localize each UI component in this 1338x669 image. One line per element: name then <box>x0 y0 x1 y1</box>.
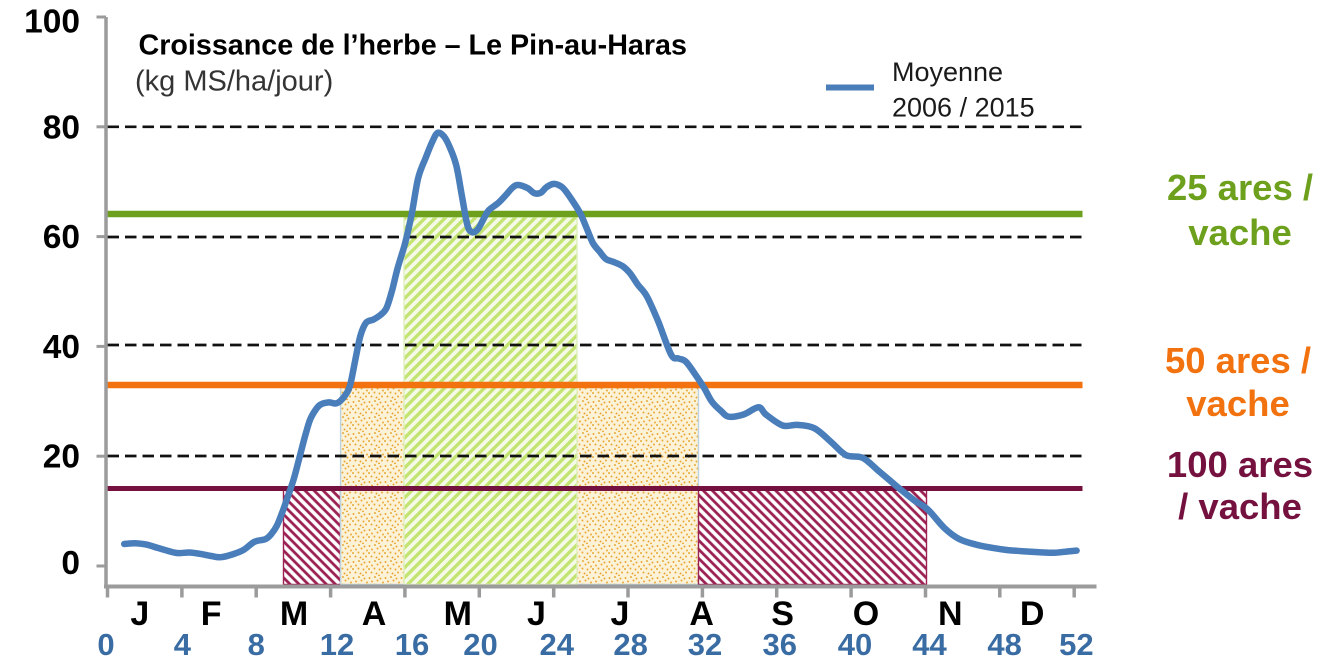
svg-text:A: A <box>689 595 714 633</box>
svg-text:4: 4 <box>174 627 192 662</box>
svg-text:0: 0 <box>61 545 80 582</box>
svg-text:20: 20 <box>43 439 80 476</box>
svg-text:N: N <box>938 595 963 633</box>
svg-text:O: O <box>853 595 879 633</box>
svg-text:vache: vache <box>1186 383 1290 424</box>
svg-text:vache: vache <box>1188 212 1292 253</box>
svg-text:M: M <box>444 595 472 633</box>
svg-text:J: J <box>527 595 546 633</box>
svg-text:F: F <box>201 595 222 633</box>
svg-text:20: 20 <box>463 627 497 662</box>
svg-text:40: 40 <box>43 329 80 366</box>
svg-text:J: J <box>611 595 630 633</box>
svg-text:40: 40 <box>838 627 872 662</box>
svg-text:12: 12 <box>320 627 354 662</box>
svg-text:25 ares /: 25 ares / <box>1167 167 1313 208</box>
svg-text:8: 8 <box>248 627 265 662</box>
svg-text:/ vache: / vache <box>1178 486 1302 527</box>
svg-text:32: 32 <box>688 627 722 662</box>
svg-text:M: M <box>280 595 308 633</box>
svg-text:80: 80 <box>43 109 80 146</box>
svg-text:100 ares: 100 ares <box>1167 444 1313 485</box>
svg-text:J: J <box>130 595 149 633</box>
svg-text:28: 28 <box>613 627 647 662</box>
svg-text:Croissance de l’herbe – Le Pin: Croissance de l’herbe – Le Pin-au-Haras <box>139 30 687 62</box>
svg-text:16: 16 <box>395 627 429 662</box>
svg-text:2006 / 2015: 2006 / 2015 <box>892 93 1035 123</box>
svg-text:24: 24 <box>540 627 575 662</box>
svg-text:36: 36 <box>762 627 796 662</box>
svg-text:0: 0 <box>97 627 114 662</box>
svg-text:60: 60 <box>43 219 80 256</box>
svg-text:S: S <box>771 595 794 633</box>
svg-text:50 ares /: 50 ares / <box>1165 340 1311 381</box>
svg-text:Moyenne: Moyenne <box>892 57 1003 87</box>
svg-text:100: 100 <box>24 4 80 41</box>
svg-text:A: A <box>362 595 387 633</box>
svg-text:44: 44 <box>912 627 947 662</box>
svg-text:(kg MS/ha/jour): (kg MS/ha/jour) <box>135 66 333 98</box>
svg-text:52: 52 <box>1059 627 1093 662</box>
svg-text:48: 48 <box>987 627 1021 662</box>
svg-text:D: D <box>1020 595 1045 633</box>
